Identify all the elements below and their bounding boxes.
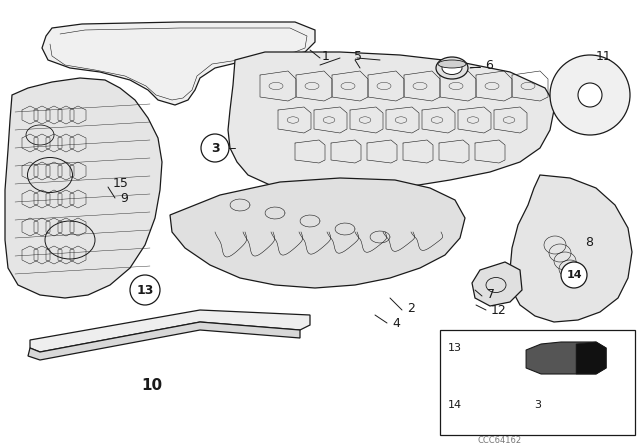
Polygon shape (576, 342, 606, 374)
Circle shape (578, 83, 602, 107)
Text: 14: 14 (566, 270, 582, 280)
Text: 4: 4 (392, 316, 400, 329)
Circle shape (561, 262, 587, 288)
Text: 5: 5 (354, 49, 362, 63)
Ellipse shape (442, 61, 462, 74)
Ellipse shape (465, 349, 487, 366)
Bar (440, 330, 635, 435)
Polygon shape (526, 342, 606, 374)
Text: CCC64162: CCC64162 (478, 435, 522, 444)
Polygon shape (30, 310, 310, 352)
Text: 13: 13 (136, 284, 154, 297)
Text: 11: 11 (596, 49, 612, 63)
Ellipse shape (438, 60, 466, 68)
Polygon shape (5, 78, 162, 298)
Text: 3: 3 (211, 142, 220, 155)
Ellipse shape (436, 57, 468, 79)
Text: 3: 3 (534, 400, 541, 410)
Text: 10: 10 (141, 378, 163, 392)
Polygon shape (465, 411, 475, 422)
Text: 7: 7 (487, 288, 495, 301)
Polygon shape (28, 322, 300, 360)
Text: 12: 12 (491, 303, 507, 316)
Polygon shape (228, 52, 555, 192)
Ellipse shape (461, 399, 479, 412)
Text: 15: 15 (113, 177, 129, 190)
Text: 14: 14 (448, 400, 462, 410)
Polygon shape (170, 178, 465, 288)
Polygon shape (510, 175, 632, 322)
Circle shape (201, 134, 229, 162)
Circle shape (550, 55, 630, 135)
Text: 1: 1 (322, 49, 330, 63)
Polygon shape (42, 22, 315, 105)
Polygon shape (472, 262, 522, 306)
Text: 9: 9 (120, 191, 128, 204)
Circle shape (130, 275, 160, 305)
Text: 6: 6 (485, 59, 493, 72)
Ellipse shape (541, 403, 563, 413)
Text: 8: 8 (585, 236, 593, 249)
Text: 2: 2 (407, 302, 415, 314)
Text: 13: 13 (448, 343, 462, 353)
Ellipse shape (471, 354, 481, 362)
